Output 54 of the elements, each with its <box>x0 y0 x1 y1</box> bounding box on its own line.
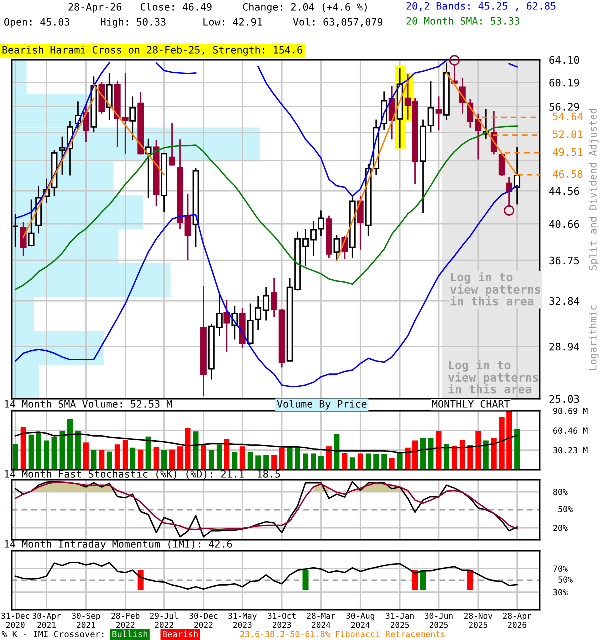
text: 23.6-38.2-50-61.8% Fibonacci Retracements <box>240 630 445 638</box>
text: 20,2 Bands: 45.25 , 62.85 <box>406 2 556 12</box>
y-tick-label: 70% <box>554 566 568 572</box>
y-tick-label: 30% <box>554 589 568 596</box>
y-tick-label: 28.94 <box>550 342 580 351</box>
y-tick-label: 44.56 <box>550 187 580 196</box>
y-tick-label: 25.03 <box>550 395 580 404</box>
legend-title: % K - IMI Crossover: <box>2 631 104 638</box>
y-tick-label: 56.29 <box>550 103 580 111</box>
text: Bearish <box>163 630 198 638</box>
x-tick-label: 28-Apr 2026 <box>503 612 532 628</box>
text: Bearish Harami Cross on 28-Feb-25, Strength: 154.6 <box>2 46 302 56</box>
x-tick-label: 30-Aug 2024 <box>346 612 374 628</box>
y-tick-label: 20% <box>554 525 568 532</box>
y-tick-label: 30.23 M <box>554 447 588 454</box>
series-label: 46.58 <box>553 170 583 178</box>
y-tick-label: 36.75 <box>550 256 580 265</box>
chart-title: 28-Apr-26 Close: 46.49 Change: 2.04 (+4.6 %) <box>68 3 367 13</box>
y-axis-title: Split and Dividend Adjusted <box>589 109 599 270</box>
text: 14 Month SMA Volume: 52.53 M <box>5 400 172 408</box>
annotation: Log in to view patterns in this area <box>448 360 538 394</box>
text: MONTHLY CHART <box>432 400 510 408</box>
x-tick-label: 30-Apr 2021 <box>32 612 62 628</box>
x-tick-label: 31-Dec 2020 <box>2 612 30 628</box>
ref-line-label: 50% <box>558 506 573 512</box>
x-tick-label: 30-Sep 2021 <box>72 612 100 628</box>
x-tick-label: 28-Feb 2022 <box>112 612 140 628</box>
x-tick-label: 31-Oct 2023 <box>268 612 296 628</box>
x-tick-label: 30-Jun 2025 <box>424 612 453 628</box>
text: Logarithmic <box>589 306 599 370</box>
series-label: 54.64 <box>553 112 583 121</box>
x-tick-label: 29-Jul 2022 <box>150 612 178 628</box>
chart-title: 14 Month Intraday Momentum (IMI): 42.6 <box>5 540 232 550</box>
band-label: Log in to view patterns in this area <box>450 272 540 306</box>
x-tick-label: 28-Nov 2025 <box>464 612 493 628</box>
chart-title: 14 Month Fast Stochastic (%K) (%D): 21.1 18.5 <box>5 470 280 480</box>
x-axis-title: Volume By Price <box>277 400 367 410</box>
y-tick-label: 64.10 <box>550 56 580 64</box>
series-label: 49.51 <box>553 148 583 156</box>
x-tick-label: 30-Dec 2022 <box>190 612 218 628</box>
x-tick-label: 31-Jan 2025 <box>386 612 414 628</box>
chart-subtitle: Open: 45.03 High: 50.33 Low: 42.91 Vol: 63,057,079 <box>4 18 383 28</box>
x-tick-label: 31-May 2023 <box>228 612 257 628</box>
text: Bullish <box>112 630 148 638</box>
ref-line-label: 50% <box>558 576 573 583</box>
y-tick-label: 60.19 <box>550 78 580 87</box>
x-tick-label: 28-Mar 2024 <box>307 612 336 628</box>
y-tick-label: 40.66 <box>550 220 580 228</box>
series-label: 52.01 <box>553 130 583 138</box>
y-tick-label: 32.84 <box>550 297 580 306</box>
text: 20 Month SMA: 53.33 <box>406 17 520 25</box>
y-tick-label: 80% <box>554 489 568 496</box>
y-tick-label: 90.69 M <box>554 408 588 414</box>
y-tick-label: 60.46 M <box>554 428 588 434</box>
